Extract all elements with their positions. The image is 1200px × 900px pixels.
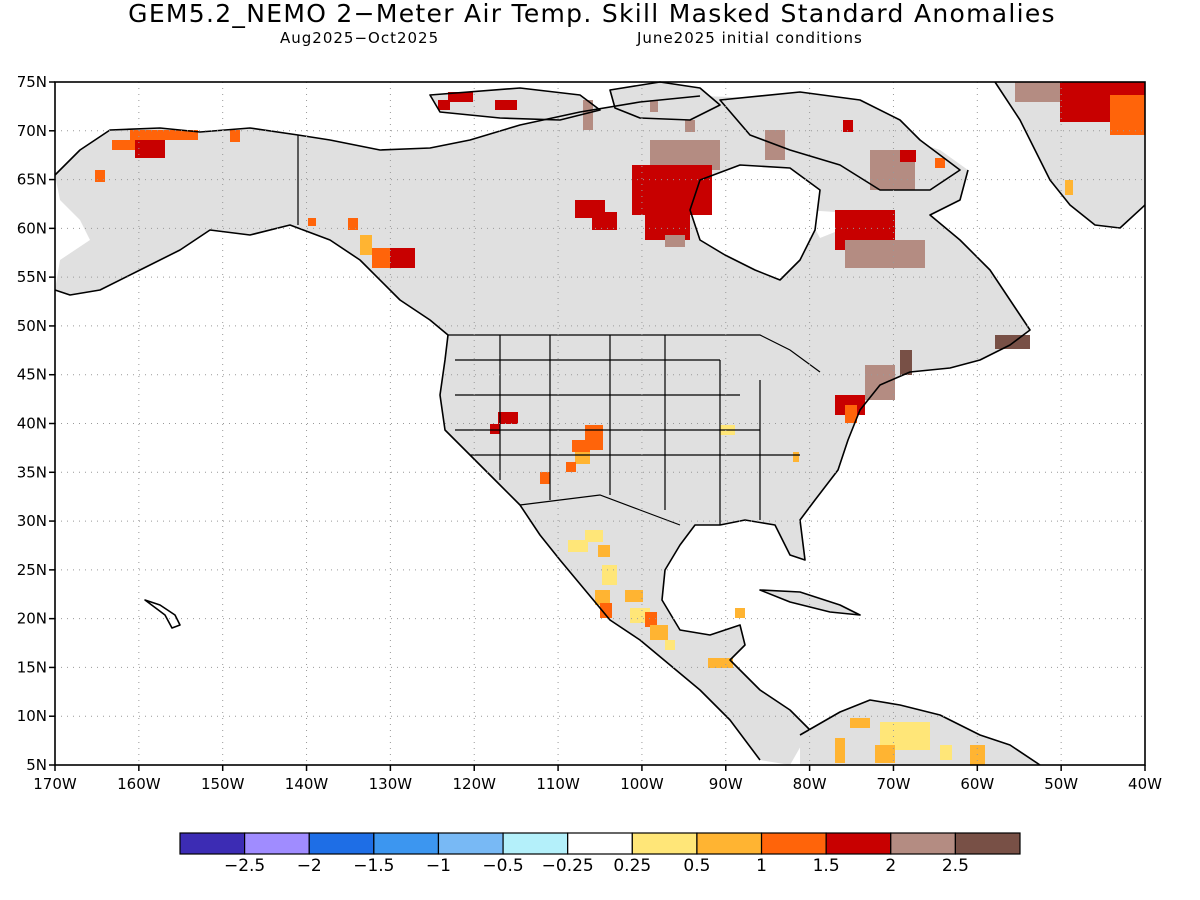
lon-label: 40W	[1128, 775, 1162, 793]
lon-label: 110W	[536, 775, 580, 793]
colorbar-swatch	[244, 832, 310, 855]
lat-label: 75N	[17, 73, 47, 91]
colorbar-swatch	[954, 832, 1021, 855]
colorbar-label: 1	[756, 856, 767, 876]
colorbar-label: −1.5	[353, 856, 395, 876]
map-title: GEM5.2_NEMO 2−Meter Air Temp. Skill Mask…	[128, 0, 1056, 28]
colorbar-swatch	[825, 832, 892, 855]
lon-label: 100W	[620, 775, 664, 793]
lat-label: 70N	[17, 122, 47, 140]
colorbar-label: −0.5	[482, 856, 524, 876]
water-bodies	[690, 165, 840, 280]
lon-label: 150W	[201, 775, 245, 793]
anomaly-cells	[95, 82, 1145, 765]
lon-label: 160W	[117, 775, 161, 793]
colorbar-swatch	[179, 832, 246, 855]
colorbar-label: 0.25	[613, 856, 652, 876]
lon-label: 130W	[369, 775, 413, 793]
lat-label: 55N	[17, 268, 47, 286]
colorbar-swatch	[890, 832, 956, 855]
colorbar-swatch	[631, 832, 698, 855]
colorbar-swatch	[760, 832, 827, 855]
colorbar-swatch	[696, 832, 763, 855]
colorbar-label: −0.25	[541, 856, 594, 876]
lat-label: 20N	[17, 610, 47, 628]
colorbar-label: 0.5	[683, 856, 711, 876]
colorbar-label: −1	[425, 856, 451, 876]
lon-label: 120W	[452, 775, 496, 793]
lat-label: 15N	[17, 658, 47, 676]
colorbar-swatch	[567, 832, 633, 855]
colorbar-label: 2.5	[941, 856, 969, 876]
lat-label: 40N	[17, 415, 47, 433]
land-shading	[55, 82, 1145, 765]
lat-label: 25N	[17, 561, 47, 579]
lat-label: 5N	[26, 756, 47, 774]
lon-label: 60W	[960, 775, 994, 793]
colorbar-label: 2	[885, 856, 897, 876]
lat-label: 60N	[17, 219, 47, 237]
lon-label: 140W	[285, 775, 329, 793]
colorbar-swatch	[373, 832, 440, 855]
lon-label: 80W	[793, 775, 827, 793]
lat-label: 30N	[17, 512, 47, 530]
lon-label: 170W	[33, 775, 77, 793]
colorbar-swatch	[502, 832, 569, 855]
lon-label: 70W	[877, 775, 911, 793]
colorbar-swatch	[308, 832, 375, 855]
lat-label: 45N	[17, 366, 47, 384]
longitude-labels: 170W 160W 150W 140W 130W 120W 110W 100W 90W 80W 70…	[33, 765, 1162, 793]
colorbar-label: 1.5	[812, 856, 840, 876]
lon-label: 50W	[1044, 775, 1078, 793]
colorbar-label: −2	[296, 856, 322, 876]
latitude-labels: 75N 70N 65N 60N 55N 50N 45N 40N 35N 30N 25N 20N 15N 1…	[17, 73, 55, 774]
colorbar-label: −2.5	[223, 856, 266, 876]
lat-label: 10N	[17, 707, 47, 725]
lat-label: 50N	[17, 317, 47, 335]
initial-conditions: June2025 initial conditions	[637, 29, 863, 47]
forecast-period: Aug2025−Oct2025	[280, 29, 440, 47]
lat-label: 65N	[17, 171, 47, 189]
lon-label: 90W	[709, 775, 743, 793]
political-borders	[297, 135, 821, 526]
lat-label: 35N	[17, 463, 47, 481]
coastlines	[54, 81, 1146, 766]
colorbar	[179, 832, 1021, 855]
colorbar-swatch	[437, 832, 504, 855]
